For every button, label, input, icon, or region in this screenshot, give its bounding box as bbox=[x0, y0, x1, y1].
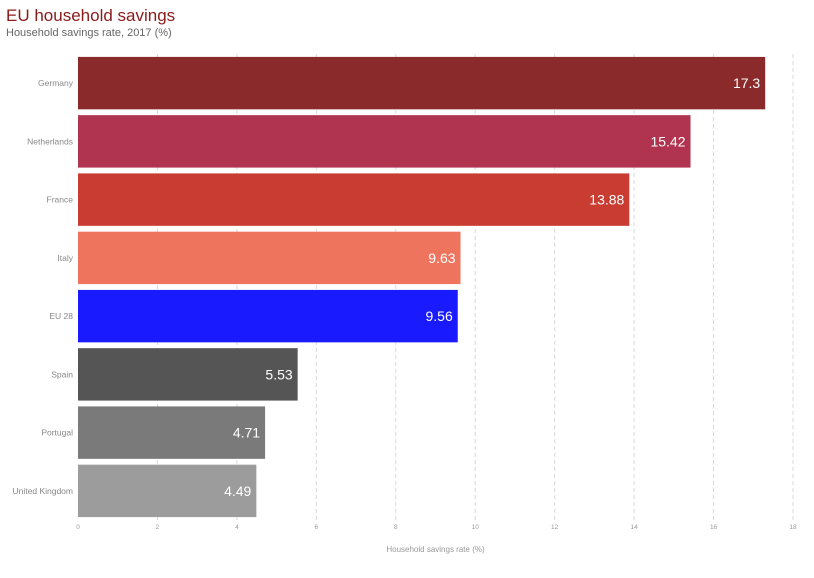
bar-value-label: 4.71 bbox=[233, 425, 260, 441]
category-label: Germany bbox=[38, 78, 74, 88]
bar bbox=[78, 464, 257, 518]
category-labels: Germany Netherlands France Italy EU 28 Spain P… bbox=[13, 78, 74, 496]
tick-labels: 0 2 4 6 8 10 12 14 16 18 bbox=[76, 524, 797, 531]
bar-value-label: 13.88 bbox=[589, 192, 624, 208]
bar bbox=[78, 115, 691, 168]
category-label: Portugal bbox=[41, 428, 73, 438]
bars: 17.3 15.42 13.88 9.63 9.56 5.53 4.71 4.49 bbox=[78, 56, 766, 518]
x-tick-label: 18 bbox=[789, 524, 797, 531]
category-label: EU 28 bbox=[49, 311, 73, 321]
x-axis-title: Household savings rate (%) bbox=[386, 545, 485, 554]
bar-value-label: 5.53 bbox=[265, 366, 292, 382]
bar bbox=[78, 348, 298, 401]
bar-value-label: 17.3 bbox=[733, 75, 760, 91]
x-tick-label: 4 bbox=[235, 524, 239, 531]
bar bbox=[78, 406, 266, 459]
category-label: United Kingdom bbox=[13, 486, 73, 496]
category-label: France bbox=[47, 195, 74, 205]
bar bbox=[78, 56, 766, 110]
category-label: Italy bbox=[57, 253, 73, 263]
bar bbox=[78, 173, 630, 226]
x-tick-label: 14 bbox=[630, 524, 638, 531]
chart-title: EU household savings bbox=[6, 6, 176, 25]
bar-value-label: 15.42 bbox=[650, 133, 685, 149]
bar-value-label: 4.49 bbox=[224, 483, 251, 499]
x-tick-label: 2 bbox=[156, 524, 160, 531]
bar bbox=[78, 231, 461, 285]
bar-value-label: 9.63 bbox=[428, 250, 455, 266]
x-tick-label: 10 bbox=[472, 524, 480, 531]
x-tick-label: 0 bbox=[76, 524, 80, 531]
bar bbox=[78, 289, 458, 343]
chart-subtitle: Household savings rate, 2017 (%) bbox=[6, 27, 172, 39]
x-tick-label: 12 bbox=[551, 524, 559, 531]
x-tick-label: 6 bbox=[315, 524, 319, 531]
category-label: Netherlands bbox=[27, 136, 73, 146]
category-label: Spain bbox=[51, 369, 73, 379]
x-tick-label: 16 bbox=[710, 524, 718, 531]
bar-value-label: 9.56 bbox=[425, 308, 452, 324]
x-tick-label: 8 bbox=[394, 524, 398, 531]
